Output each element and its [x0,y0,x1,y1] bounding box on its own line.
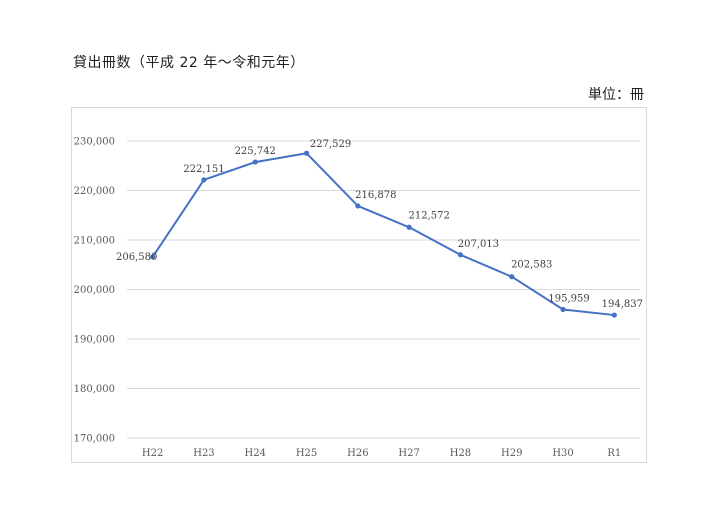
data-label: 195,959 [548,294,589,305]
x-tick-label: H25 [296,448,317,459]
data-label: 207,013 [458,239,499,250]
y-tick-label: 220,000 [74,186,115,197]
data-label: 206,580 [116,252,157,263]
x-tick-label: H27 [398,448,419,459]
x-tick-label: R1 [607,448,621,459]
data-label: 202,583 [511,260,552,271]
data-point [509,274,515,280]
data-label: 194,837 [602,299,643,310]
data-point [252,159,258,165]
data-point [457,252,464,258]
x-tick-label: H24 [245,448,266,459]
series-line [151,152,615,317]
data-label: 212,572 [408,210,449,221]
document-title: 貸出冊数（平成 22 年～令和元年） [73,55,305,71]
data-point [355,203,361,209]
data-label: 225,742 [235,146,276,157]
data-point [611,312,617,318]
x-tick-label: H26 [347,448,368,459]
y-tick-label: 170,000 [74,434,115,445]
y-tick-label: 230,000 [74,137,115,148]
x-tick-label: H30 [552,448,573,459]
data-point [150,254,156,260]
x-tick-label: H22 [142,448,163,459]
x-tick-label: H23 [193,448,214,459]
x-tick-label: H28 [450,448,471,459]
data-point [303,150,310,156]
y-tick-label: 190,000 [74,335,115,346]
data-point [560,306,566,313]
unit-label: 単位：冊 [588,87,644,103]
data-label: 227,529 [310,139,351,150]
y-tick-label: 180,000 [74,384,115,395]
chart-frame [71,107,647,463]
data-label: 222,151 [183,164,224,175]
y-tick-label: 200,000 [74,285,115,296]
data-label: 216,878 [355,190,396,201]
x-tick-label: H29 [501,448,522,459]
data-point [406,224,412,230]
data-point [201,177,207,183]
y-tick-label: 210,000 [74,236,115,247]
